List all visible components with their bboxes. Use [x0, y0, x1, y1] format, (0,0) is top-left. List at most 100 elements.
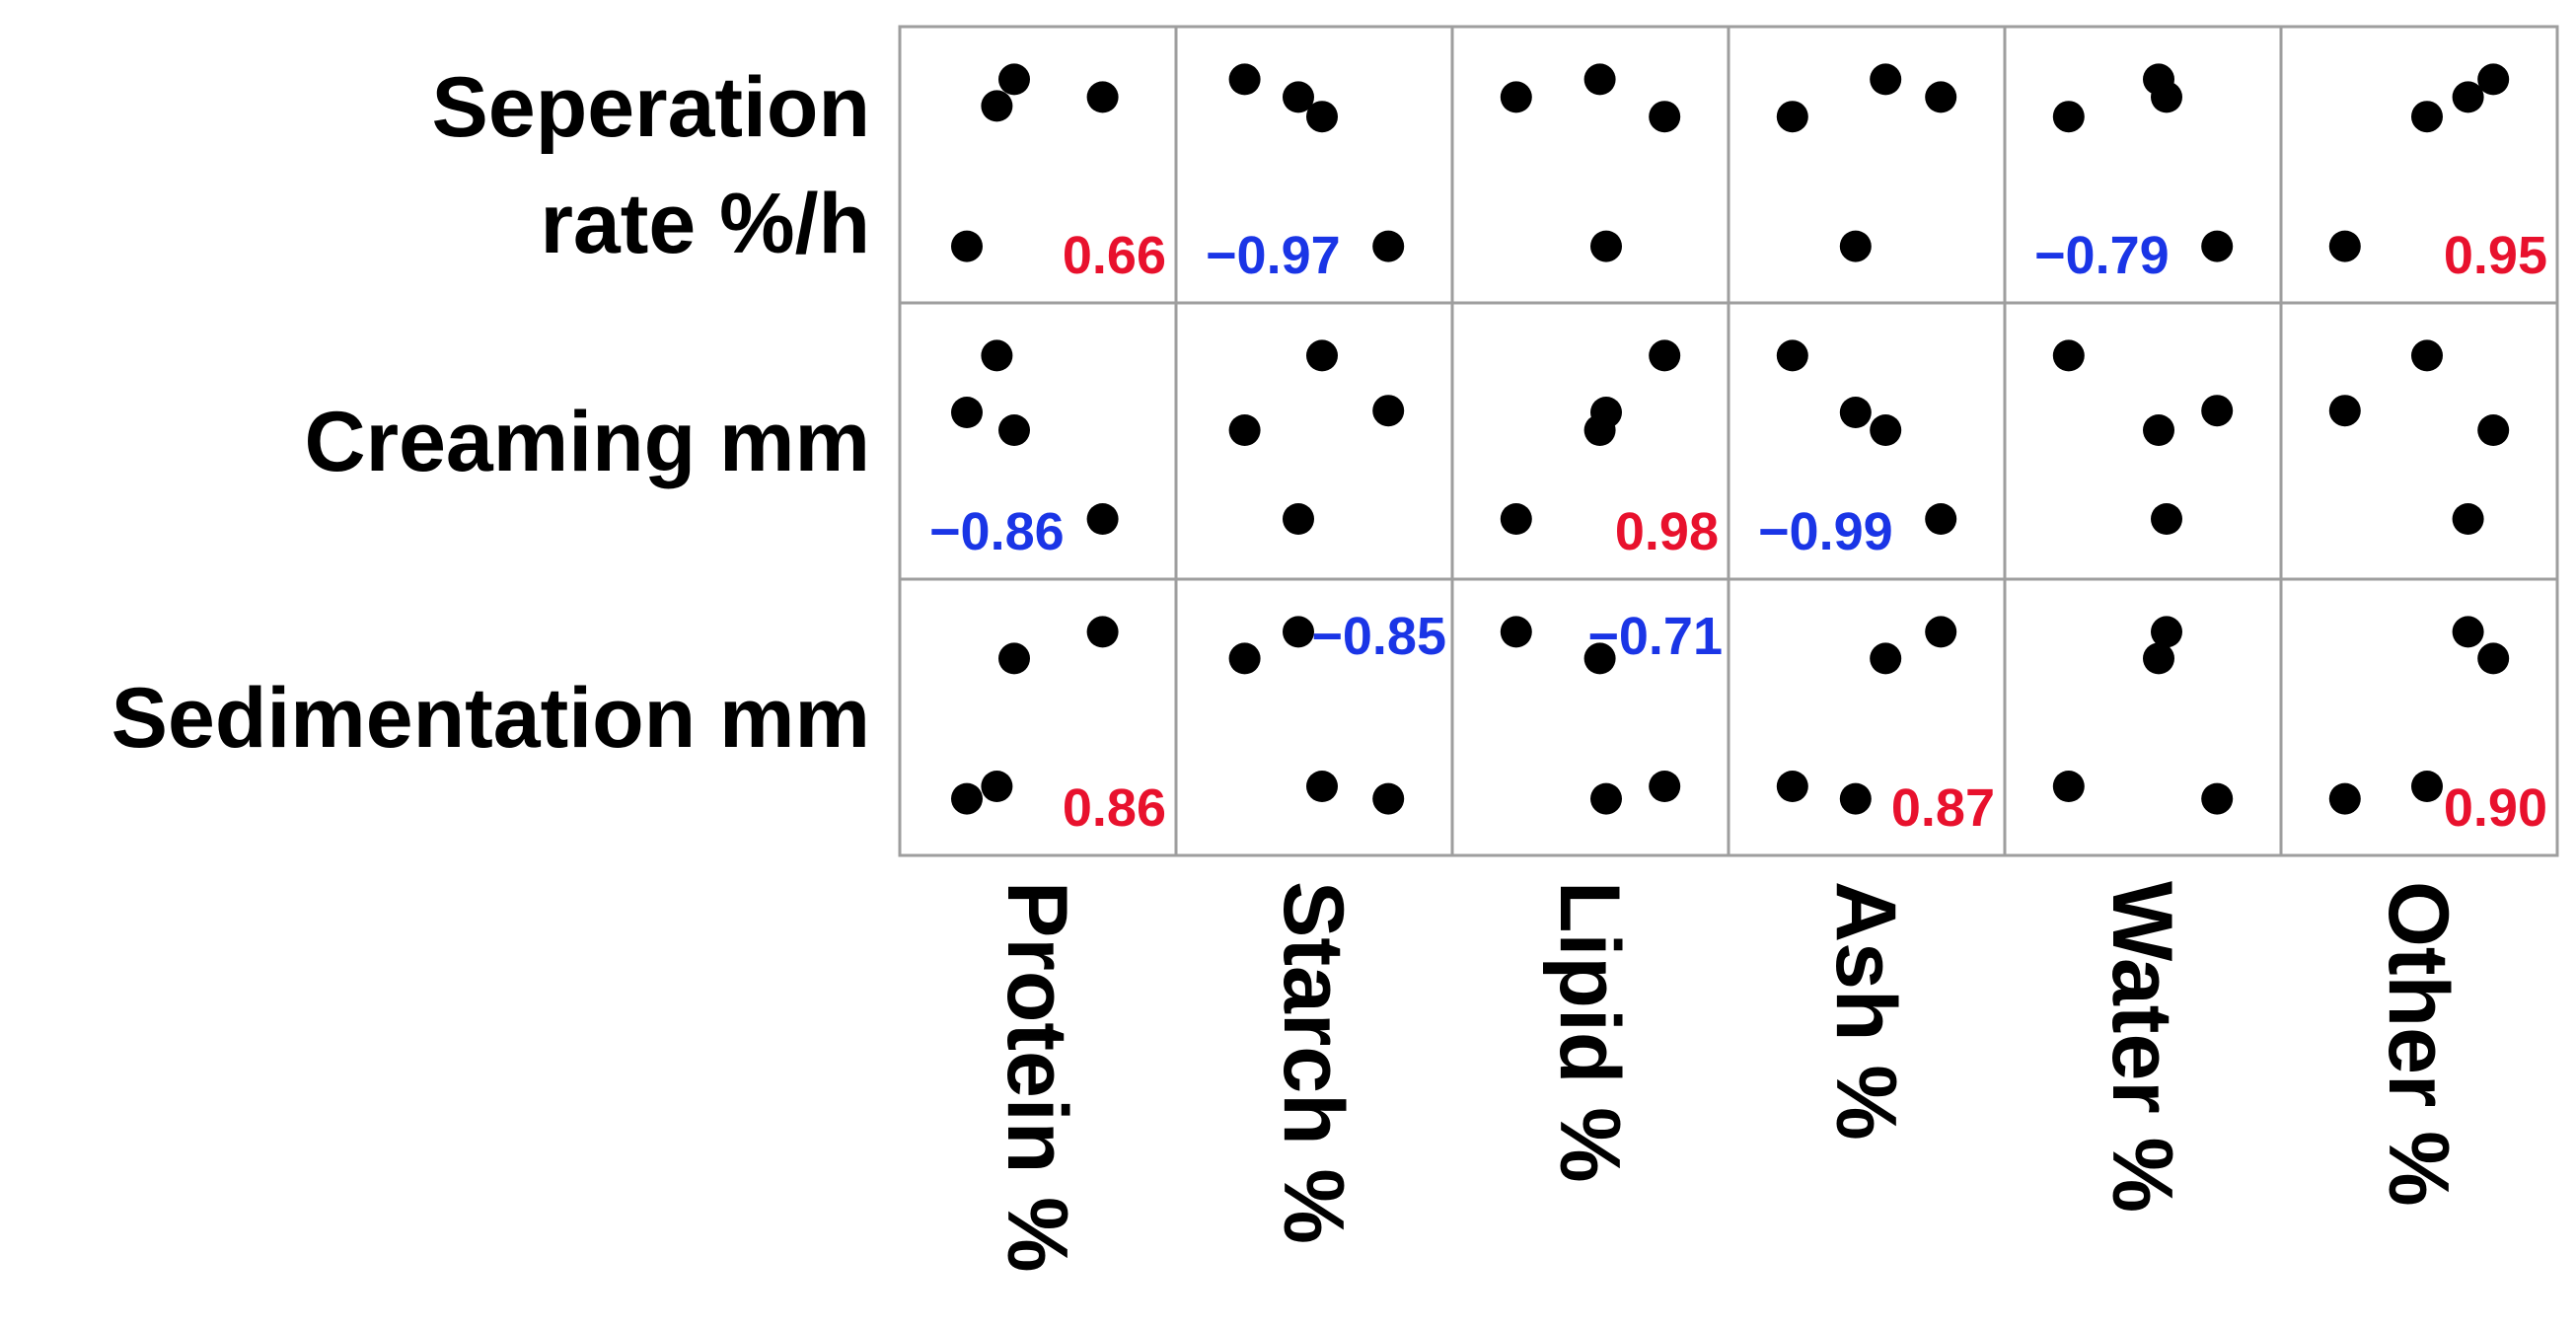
point-1-4-0	[2052, 339, 2085, 372]
cell-1-1	[1174, 301, 1454, 581]
point-2-2-2	[1590, 782, 1622, 815]
correlation-label: −0.97	[1206, 226, 1341, 285]
row-label-2-0: Sedimentation mm	[111, 671, 870, 766]
point-2-3-2	[1870, 642, 1902, 675]
point-1-2-0	[1500, 503, 1532, 535]
point-0-0-1	[981, 90, 1013, 122]
row-label-0-1: rate %/h	[540, 177, 870, 271]
column-label-4: Water %	[2095, 881, 2189, 1213]
point-0-2-1	[1583, 63, 1616, 96]
cell-2-1: −0.85	[1174, 577, 1454, 857]
correlation-label: −0.86	[929, 502, 1065, 561]
point-1-3-2	[1870, 414, 1902, 446]
point-0-1-0	[1228, 63, 1261, 96]
cell-0-2	[1450, 25, 1730, 305]
point-0-2-0	[1500, 81, 1532, 113]
row-labels: Seperation rate %/h Creaming mm Sedimentati…	[111, 60, 870, 766]
point-0-5-1	[2411, 101, 2443, 133]
column-label-2: Lipid %	[1542, 881, 1637, 1183]
point-0-2-3	[1649, 101, 1681, 133]
point-2-5-2	[2452, 616, 2484, 648]
point-0-0-0	[951, 230, 983, 262]
column-label-0: Protein %	[990, 881, 1084, 1273]
cell-0-5: 0.95	[2279, 25, 2559, 305]
correlation-label: −0.79	[2034, 226, 2170, 285]
row-label-0-0: Seperation	[432, 60, 870, 155]
point-0-3-2	[1870, 63, 1902, 96]
point-2-5-3	[2477, 642, 2510, 675]
cell-border	[898, 301, 1178, 581]
cell-0-4: −0.79	[2003, 25, 2283, 305]
point-0-3-0	[1776, 101, 1808, 133]
column-label-3: Ash %	[1818, 881, 1913, 1141]
correlation-label: −0.99	[1758, 502, 1893, 561]
correlation-label: 0.66	[1063, 226, 1166, 285]
cell-1-3: −0.99	[1727, 301, 2007, 581]
point-2-4-1	[2143, 642, 2174, 675]
point-0-1-1	[1283, 81, 1314, 113]
point-1-0-3	[1086, 503, 1119, 535]
cell-border	[1174, 577, 1454, 857]
point-0-1-2	[1306, 101, 1338, 133]
point-2-1-2	[1306, 771, 1338, 802]
point-1-4-1	[2143, 414, 2174, 446]
point-2-0-1	[981, 771, 1013, 802]
cell-0-0: 0.66	[898, 25, 1178, 305]
correlation-label: 0.98	[1615, 502, 1719, 561]
point-2-1-3	[1372, 782, 1405, 815]
point-0-1-3	[1372, 230, 1405, 262]
correlation-label: 0.90	[2444, 778, 2547, 838]
point-0-4-2	[2151, 81, 2182, 113]
point-1-2-2	[1590, 397, 1622, 428]
cell-border	[2279, 577, 2559, 857]
cell-0-3	[1727, 25, 2007, 305]
correlation-label: −0.85	[1311, 607, 1446, 666]
point-1-3-0	[1776, 339, 1808, 372]
correlation-label: 0.86	[1063, 778, 1166, 838]
point-1-3-1	[1839, 397, 1872, 428]
point-0-0-3	[1086, 81, 1119, 113]
correlation-label: −0.71	[1587, 607, 1723, 666]
point-0-5-3	[2477, 63, 2510, 96]
point-2-3-1	[1839, 782, 1872, 815]
cell-border	[1727, 25, 2007, 305]
cell-border	[898, 577, 1178, 857]
point-2-0-2	[998, 642, 1030, 675]
cell-0-1: −0.97	[1174, 25, 1454, 305]
point-2-3-0	[1776, 771, 1808, 802]
point-0-0-2	[998, 63, 1030, 96]
cell-2-0: 0.86	[898, 577, 1178, 857]
point-0-5-2	[2452, 81, 2484, 113]
point-0-3-1	[1839, 230, 1872, 262]
cells-layer: 0.66 −0.97 −0.79 0.95 −0.86 0.98 −0.99 0.86 −0.8…	[898, 25, 2559, 857]
point-1-0-2	[998, 414, 1030, 446]
cell-1-5	[2279, 301, 2559, 581]
point-0-5-0	[2328, 230, 2361, 262]
point-0-2-2	[1590, 230, 1622, 262]
correlation-label: 0.95	[2444, 226, 2547, 285]
column-label-1: Starch %	[1266, 881, 1361, 1244]
point-2-4-3	[2201, 782, 2234, 815]
correlation-label: 0.87	[1891, 778, 1995, 838]
cell-border	[1450, 577, 1730, 857]
cell-2-4	[2003, 577, 2283, 857]
point-1-1-0	[1228, 414, 1261, 446]
point-1-2-3	[1649, 339, 1681, 372]
cell-1-4	[2003, 301, 2283, 581]
cell-2-5: 0.90	[2279, 577, 2559, 857]
point-1-1-2	[1306, 339, 1338, 372]
cell-border	[2003, 577, 2283, 857]
cell-1-2: 0.98	[1450, 301, 1730, 581]
point-1-0-0	[951, 397, 983, 428]
cell-border	[2003, 301, 2283, 581]
row-label-1-0: Creaming mm	[305, 395, 871, 489]
point-1-1-3	[1372, 395, 1405, 427]
point-0-4-3	[2201, 230, 2234, 262]
cell-2-3: 0.87	[1727, 577, 2007, 857]
point-2-5-0	[2328, 782, 2361, 815]
point-1-5-0	[2328, 395, 2361, 427]
point-1-5-1	[2411, 339, 2443, 372]
point-1-4-3	[2201, 395, 2234, 427]
point-2-1-0	[1228, 642, 1261, 675]
point-1-5-3	[2477, 414, 2510, 446]
